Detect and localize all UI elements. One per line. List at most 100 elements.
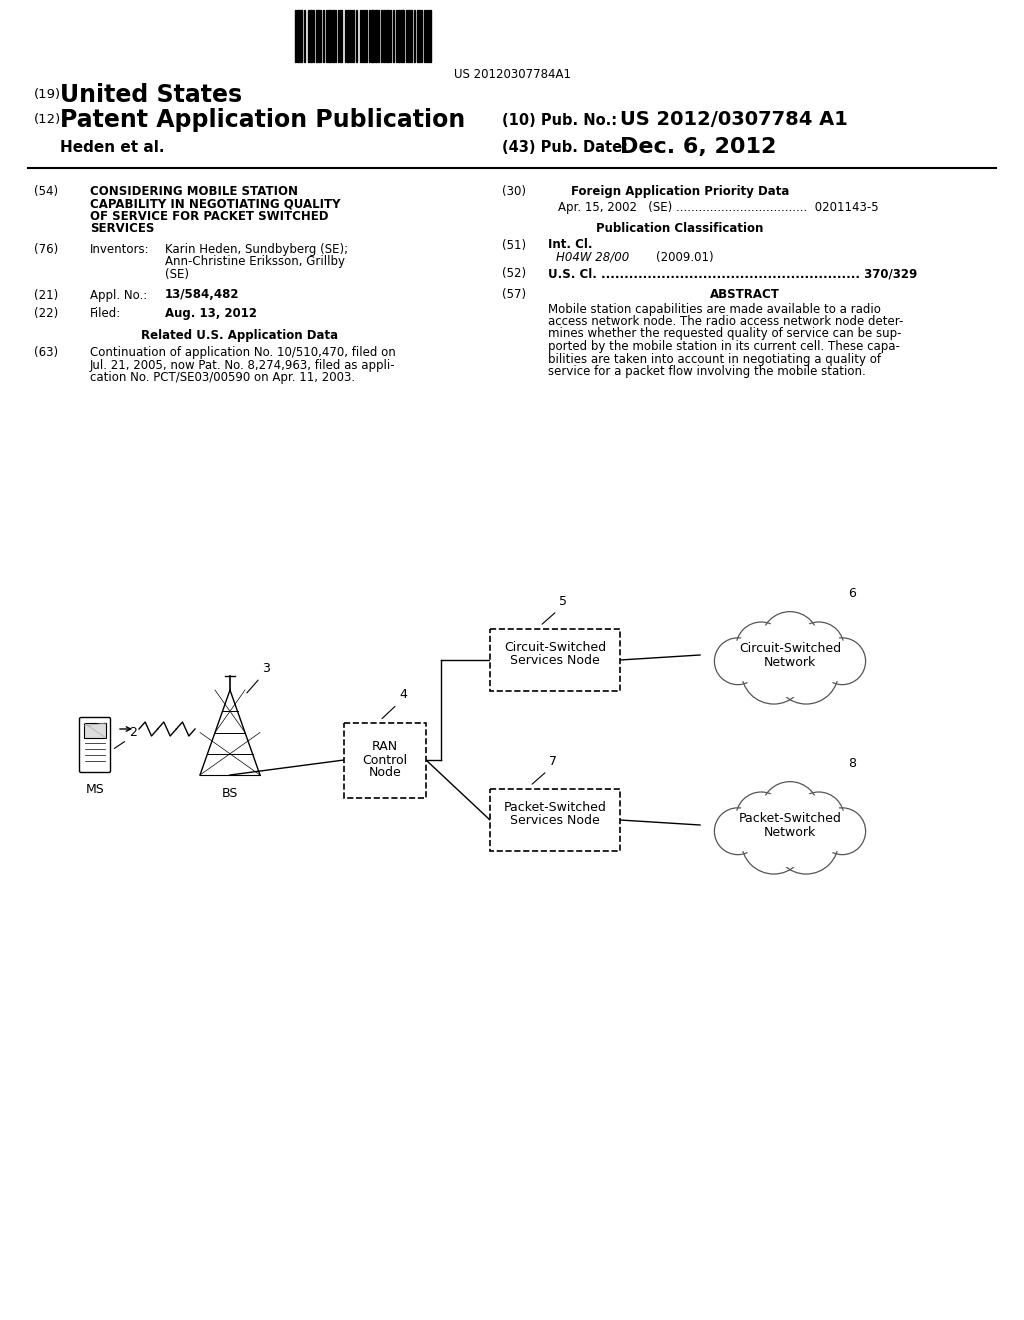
Text: (51): (51): [502, 239, 526, 252]
Text: Inventors:: Inventors:: [90, 243, 150, 256]
Text: H04W 28/00: H04W 28/00: [556, 251, 630, 264]
Bar: [398, 11, 400, 62]
Text: (52): (52): [502, 268, 526, 281]
Circle shape: [745, 813, 803, 870]
Bar: [340, 11, 342, 62]
Text: (22): (22): [34, 308, 58, 319]
Circle shape: [765, 785, 815, 836]
Circle shape: [774, 809, 839, 874]
FancyBboxPatch shape: [80, 718, 111, 772]
Bar: [365, 11, 367, 62]
Text: Karin Heden, Sundbyberg (SE);: Karin Heden, Sundbyberg (SE);: [165, 243, 348, 256]
Circle shape: [717, 810, 759, 851]
Text: 13/584,482: 13/584,482: [165, 289, 240, 301]
Text: 4: 4: [399, 689, 407, 701]
Bar: [429, 11, 431, 62]
Text: Packet-Switched: Packet-Switched: [738, 813, 842, 825]
Text: Node: Node: [369, 767, 401, 780]
Text: Services Node: Services Node: [510, 814, 600, 828]
Text: Appl. No.:: Appl. No.:: [90, 289, 147, 301]
Text: 3: 3: [262, 663, 270, 675]
Circle shape: [717, 640, 759, 682]
Text: US 2012/0307784 A1: US 2012/0307784 A1: [620, 110, 848, 129]
Bar: [316, 11, 319, 62]
Bar: [344, 722, 426, 797]
Text: (30): (30): [502, 185, 526, 198]
Text: 8: 8: [848, 756, 856, 770]
Bar: [310, 11, 312, 62]
Text: Aug. 13, 2012: Aug. 13, 2012: [165, 308, 257, 319]
Text: cation No. PCT/SE03/00590 on Apr. 11, 2003.: cation No. PCT/SE03/00590 on Apr. 11, 20…: [90, 371, 355, 384]
Bar: [300, 11, 302, 62]
Bar: [328, 11, 331, 62]
Bar: [490, 630, 620, 690]
Text: 7: 7: [549, 755, 557, 768]
Text: bilities are taken into account in negotiating a quality of: bilities are taken into account in negot…: [548, 352, 881, 366]
Bar: [371, 11, 374, 62]
Circle shape: [736, 792, 786, 842]
Text: Mobile station capabilities are made available to a radio: Mobile station capabilities are made ava…: [548, 302, 881, 315]
Text: Packet-Switched: Packet-Switched: [504, 801, 606, 814]
Bar: [352, 11, 354, 62]
Text: US 20120307784A1: US 20120307784A1: [454, 69, 570, 81]
Circle shape: [715, 808, 761, 854]
Text: access network node. The radio access network node deter-: access network node. The radio access ne…: [548, 315, 903, 327]
Text: (2009.01): (2009.01): [656, 251, 714, 264]
Text: (43) Pub. Date:: (43) Pub. Date:: [502, 140, 628, 154]
Text: ported by the mobile station in its current cell. These capa-: ported by the mobile station in its curr…: [548, 341, 900, 352]
Bar: [297, 11, 299, 62]
Text: RAN: RAN: [372, 741, 398, 754]
Circle shape: [797, 795, 841, 840]
Text: Dec. 6, 2012: Dec. 6, 2012: [620, 137, 776, 157]
Text: (SE): (SE): [165, 268, 189, 281]
Circle shape: [741, 639, 806, 704]
Circle shape: [819, 638, 865, 685]
Circle shape: [739, 795, 783, 840]
Text: United States: United States: [60, 83, 242, 107]
Text: SERVICES: SERVICES: [90, 223, 155, 235]
Text: (54): (54): [34, 185, 58, 198]
Circle shape: [761, 781, 819, 840]
Text: 2: 2: [129, 726, 137, 739]
Circle shape: [745, 643, 803, 700]
Circle shape: [774, 639, 839, 704]
Text: 5: 5: [559, 595, 567, 609]
Circle shape: [761, 611, 819, 669]
Circle shape: [765, 615, 815, 665]
Circle shape: [736, 622, 786, 672]
Bar: [383, 11, 385, 62]
Text: Apr. 15, 2002   (SE) ...................................  0201143-5: Apr. 15, 2002 (SE) .....................…: [558, 202, 879, 214]
Text: Publication Classification: Publication Classification: [596, 222, 764, 235]
Text: Jul. 21, 2005, now Pat. No. 8,274,963, filed as appli-: Jul. 21, 2005, now Pat. No. 8,274,963, f…: [90, 359, 395, 371]
Bar: [408, 11, 410, 62]
Circle shape: [777, 813, 835, 870]
Text: BS: BS: [222, 787, 239, 800]
Text: CAPABILITY IN NEGOTIATING QUALITY: CAPABILITY IN NEGOTIATING QUALITY: [90, 198, 341, 210]
Text: (21): (21): [34, 289, 58, 301]
Bar: [375, 11, 377, 62]
Text: Circuit-Switched: Circuit-Switched: [504, 642, 606, 653]
Text: MS: MS: [86, 783, 104, 796]
Text: Circuit-Switched: Circuit-Switched: [739, 643, 841, 656]
Text: ABSTRACT: ABSTRACT: [710, 288, 780, 301]
Text: Control: Control: [362, 754, 408, 767]
Circle shape: [794, 622, 844, 672]
Circle shape: [739, 626, 783, 669]
Text: (57): (57): [502, 288, 526, 301]
Text: Filed:: Filed:: [90, 308, 121, 319]
Circle shape: [777, 643, 835, 700]
Bar: [332, 11, 334, 62]
Text: Network: Network: [764, 656, 816, 669]
Circle shape: [741, 809, 806, 874]
Text: Int. Cl.: Int. Cl.: [548, 239, 593, 252]
Bar: [417, 11, 420, 62]
Circle shape: [715, 638, 761, 685]
Bar: [401, 11, 404, 62]
Text: CONSIDERING MOBILE STATION: CONSIDERING MOBILE STATION: [90, 185, 298, 198]
Text: OF SERVICE FOR PACKET SWITCHED: OF SERVICE FOR PACKET SWITCHED: [90, 210, 329, 223]
Text: Foreign Application Priority Data: Foreign Application Priority Data: [570, 185, 790, 198]
Text: (10) Pub. No.:: (10) Pub. No.:: [502, 114, 617, 128]
Text: 6: 6: [848, 587, 856, 601]
Text: Patent Application Publication: Patent Application Publication: [60, 108, 465, 132]
Bar: [362, 11, 364, 62]
